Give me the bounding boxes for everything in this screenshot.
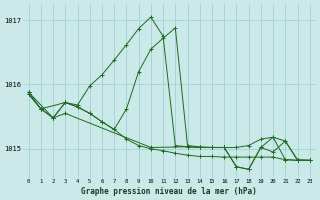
X-axis label: Graphe pression niveau de la mer (hPa): Graphe pression niveau de la mer (hPa) bbox=[81, 187, 257, 196]
